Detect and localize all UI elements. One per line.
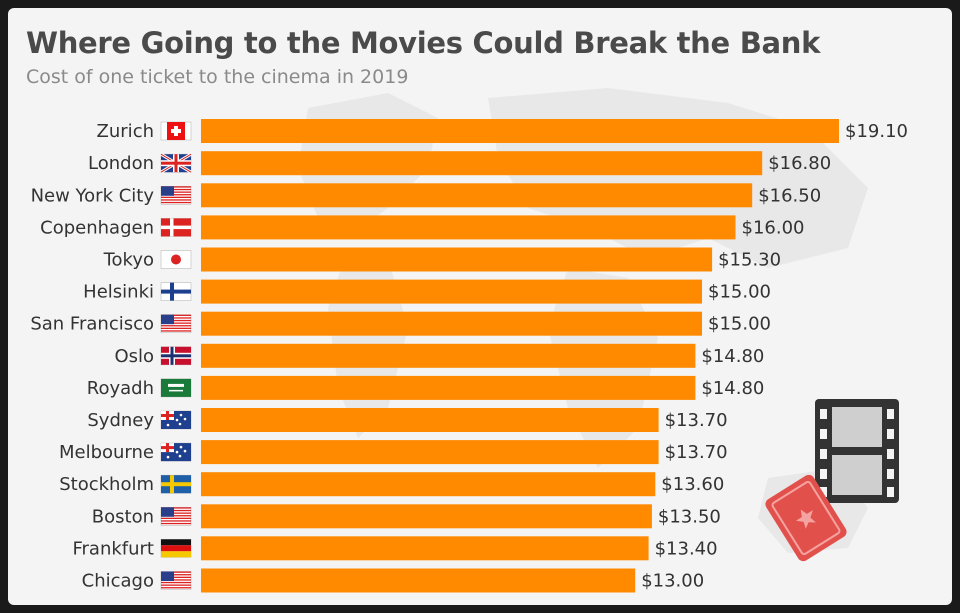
- value-label: $13.60: [661, 474, 724, 495]
- bar-san-francisco: [201, 311, 702, 336]
- japan-flag-icon: [160, 250, 192, 269]
- category-label: New York City: [31, 185, 155, 206]
- bar-oslo: [201, 343, 696, 368]
- category-label: Frankfurt: [72, 538, 154, 559]
- bar-boston: [201, 504, 652, 529]
- united-states-flag-icon: [160, 571, 192, 590]
- value-label: $13.00: [641, 571, 704, 592]
- bar-chicago: [201, 568, 636, 593]
- chart-subtitle: Cost of one ticket to the cinema in 2019: [26, 66, 409, 88]
- category-label: Melbourne: [59, 442, 154, 463]
- value-label: $13.40: [655, 538, 718, 559]
- value-label: $14.80: [701, 346, 764, 367]
- category-label: Helsinki: [83, 282, 154, 303]
- united-states-flag-icon: [160, 506, 192, 526]
- bar-helsinki: [201, 279, 702, 304]
- category-label: Stockholm: [59, 474, 154, 495]
- category-label: Tokyo: [103, 250, 154, 271]
- film-strip-icon: [815, 399, 899, 503]
- category-label: Royadh: [87, 378, 154, 399]
- bar-frankfurt: [201, 536, 649, 561]
- value-label: $16.50: [758, 185, 821, 206]
- bar-new-york-city: [201, 183, 753, 208]
- value-label: $15.00: [708, 282, 771, 303]
- category-label: Boston: [92, 506, 154, 527]
- category-label: Copenhagen: [40, 217, 154, 238]
- united-kingdom-flag-icon: [160, 152, 192, 174]
- bar-tokyo: [201, 247, 713, 272]
- category-label: San Francisco: [30, 314, 154, 335]
- australia-flag-icon: [160, 410, 192, 430]
- value-label: $15.30: [718, 250, 781, 271]
- category-label: Oslo: [114, 346, 154, 367]
- united-states-flag-icon: [160, 186, 192, 205]
- bar-stockholm: [201, 472, 656, 497]
- bar-london: [201, 151, 763, 176]
- bar-sydney: [201, 408, 659, 432]
- sweden-flag-icon: [160, 474, 192, 494]
- saudi-arabia-flag-icon: [160, 378, 192, 398]
- bar-copenhagen: [201, 215, 736, 240]
- chart-title: Where Going to the Movies Could Break th…: [26, 26, 821, 60]
- bar-zurich: [201, 119, 839, 143]
- bar-royadh: [201, 375, 696, 400]
- category-label: Zurich: [97, 121, 154, 142]
- category-label: London: [88, 153, 154, 174]
- value-label: $13.70: [665, 410, 728, 431]
- value-label: $13.50: [658, 506, 721, 527]
- norway-flag-icon: [160, 346, 192, 366]
- value-label: $16.00: [742, 217, 805, 238]
- value-label: $14.80: [701, 378, 764, 399]
- bar-chart: Zurich $19.10 London $16.80 New York City $16…: [30, 119, 908, 593]
- australia-flag-icon: [160, 442, 192, 462]
- switzerland-flag-icon: [160, 121, 192, 141]
- value-label: $15.00: [708, 314, 771, 335]
- chart-card: Where Going to the Movies Could Break th…: [8, 8, 952, 605]
- germany-flag-icon: [160, 538, 192, 558]
- value-label: $19.10: [845, 121, 908, 142]
- category-label: Chicago: [82, 571, 154, 592]
- category-label: Sydney: [87, 410, 154, 431]
- finland-flag-icon: [160, 282, 192, 301]
- movie-ticket-icon: [765, 474, 847, 562]
- united-states-flag-icon: [160, 314, 192, 334]
- denmark-flag-icon: [160, 218, 192, 237]
- bar-melbourne: [201, 440, 659, 465]
- value-label: $13.70: [665, 442, 728, 463]
- value-label: $16.80: [768, 153, 831, 174]
